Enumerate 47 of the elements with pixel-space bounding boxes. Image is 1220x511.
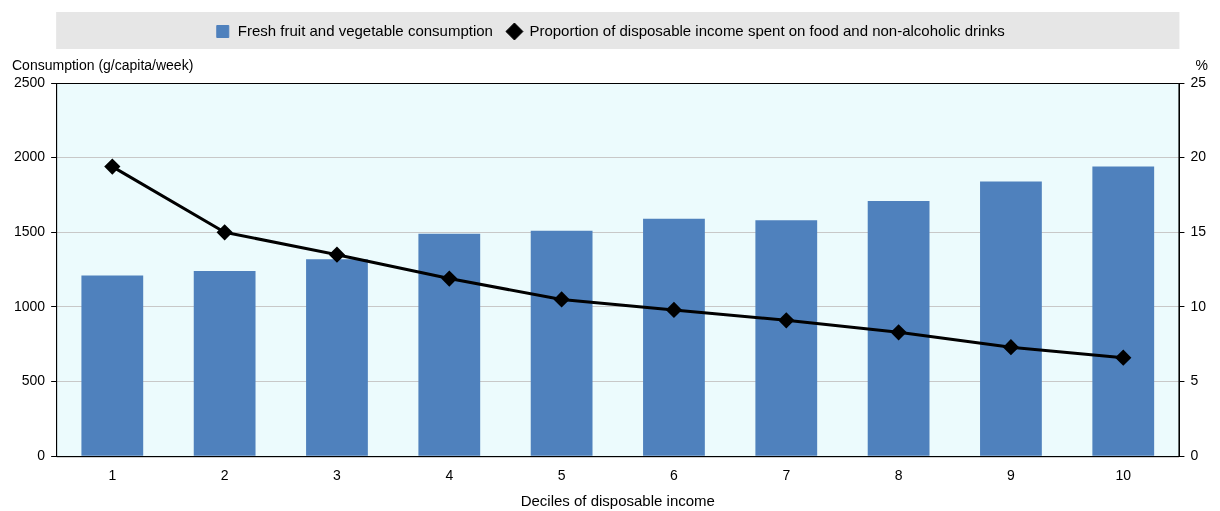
x-tick-label: 9 xyxy=(1007,467,1016,484)
y2-tick-label: 20 xyxy=(1190,148,1207,165)
y-tick-label: 1500 xyxy=(13,223,46,240)
x-axis-title: Deciles of disposable income xyxy=(520,492,715,510)
x-tick-label: 1 xyxy=(108,467,117,484)
y2-tick-label: 25 xyxy=(1190,73,1207,90)
bar xyxy=(306,259,368,456)
point xyxy=(217,224,233,240)
bar xyxy=(980,181,1042,456)
y-axis-title: Consumption (g/capita/week) xyxy=(12,56,194,73)
y-tick-label: 0 xyxy=(37,447,46,464)
y2-tick-label: 10 xyxy=(1190,297,1207,314)
y-tick-label: 500 xyxy=(21,372,46,389)
point xyxy=(329,247,345,263)
x-tick-label: 6 xyxy=(670,467,679,484)
x-tick-label: 7 xyxy=(782,467,791,484)
legend-label: Fresh fruit and vegetable consumption xyxy=(237,21,493,39)
bar xyxy=(755,220,818,456)
point xyxy=(778,312,794,328)
y2-tick-label: 5 xyxy=(1190,372,1199,389)
bar xyxy=(867,200,930,456)
legend-label: Proportion of disposable income spent on food and non-alcoholic drinks xyxy=(529,21,1005,39)
y-tick-label: 2000 xyxy=(13,148,46,165)
point xyxy=(1115,350,1131,366)
y2-tick-label: 15 xyxy=(1190,223,1207,240)
point xyxy=(554,291,570,307)
bar xyxy=(418,233,481,456)
point xyxy=(441,271,457,287)
x-tick-label: 2 xyxy=(220,467,229,484)
point xyxy=(104,159,120,175)
bar xyxy=(81,275,144,456)
point xyxy=(891,324,907,340)
bar xyxy=(193,271,256,456)
point xyxy=(666,302,682,318)
bar xyxy=(1092,166,1155,456)
x-tick-label: 3 xyxy=(333,467,342,484)
x-tick-label: 10 xyxy=(1115,467,1132,484)
y-tick-label: 1000 xyxy=(13,297,46,314)
bar xyxy=(530,230,593,456)
y2-axis-title: % xyxy=(1195,56,1208,73)
x-tick-label: 5 xyxy=(557,467,566,484)
x-tick-label: 8 xyxy=(894,467,903,484)
x-tick-label: 4 xyxy=(445,467,454,484)
bar xyxy=(643,218,705,456)
point xyxy=(1003,339,1019,355)
y-tick-label: 2500 xyxy=(13,73,46,90)
y2-tick-label: 0 xyxy=(1190,447,1199,464)
